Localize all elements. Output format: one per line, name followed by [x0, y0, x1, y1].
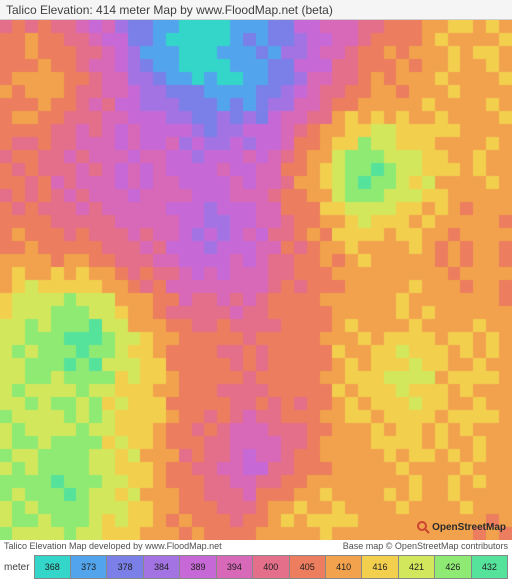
legend-cell: 421 — [398, 555, 434, 579]
legend-cell: 378 — [106, 555, 142, 579]
credits-bar: Talico Elevation Map developed by www.Fl… — [0, 540, 512, 552]
legend-cell: 410 — [325, 555, 361, 579]
osm-label: OpenStreetMap — [432, 522, 506, 533]
legend-value: 416 — [373, 562, 388, 572]
legend-value: 405 — [300, 562, 315, 572]
legend: meter 368 373 378 384 389 394 400 405 410 416 421 4… — [0, 552, 512, 582]
legend-value: 368 — [45, 562, 60, 572]
legend-value: 378 — [118, 562, 133, 572]
legend-cell: 394 — [216, 555, 252, 579]
elevation-map-canvas — [0, 20, 512, 540]
legend-unit: meter — [4, 562, 30, 573]
map-title: Talico Elevation: 414 meter Map by www.F… — [6, 3, 333, 17]
credits-left: Talico Elevation Map developed by www.Fl… — [4, 541, 222, 551]
legend-value: 394 — [227, 562, 242, 572]
legend-scale: 368 373 378 384 389 394 400 405 410 416 421 426 432 — [34, 555, 508, 579]
legend-cell: 405 — [289, 555, 325, 579]
legend-value: 426 — [445, 562, 460, 572]
legend-cell: 373 — [70, 555, 106, 579]
legend-value: 389 — [190, 562, 205, 572]
openstreetmap-attribution: OpenStreetMap — [416, 520, 506, 534]
legend-cell: 384 — [143, 555, 179, 579]
magnifier-icon — [416, 520, 430, 534]
legend-value: 384 — [154, 562, 169, 572]
legend-value: 400 — [263, 562, 278, 572]
legend-cell: 389 — [179, 555, 215, 579]
legend-cell: 400 — [252, 555, 288, 579]
legend-value: 421 — [409, 562, 424, 572]
map-title-bar: Talico Elevation: 414 meter Map by www.F… — [0, 0, 512, 20]
legend-value: 410 — [336, 562, 351, 572]
legend-cell: 416 — [361, 555, 397, 579]
credits-right: Base map © OpenStreetMap contributors — [343, 541, 508, 551]
legend-cell: 432 — [471, 555, 508, 579]
elevation-map: OpenStreetMap — [0, 20, 512, 540]
legend-cell: 368 — [34, 555, 70, 579]
legend-cell: 426 — [434, 555, 470, 579]
legend-value: 373 — [81, 562, 96, 572]
legend-value: 432 — [482, 562, 497, 572]
